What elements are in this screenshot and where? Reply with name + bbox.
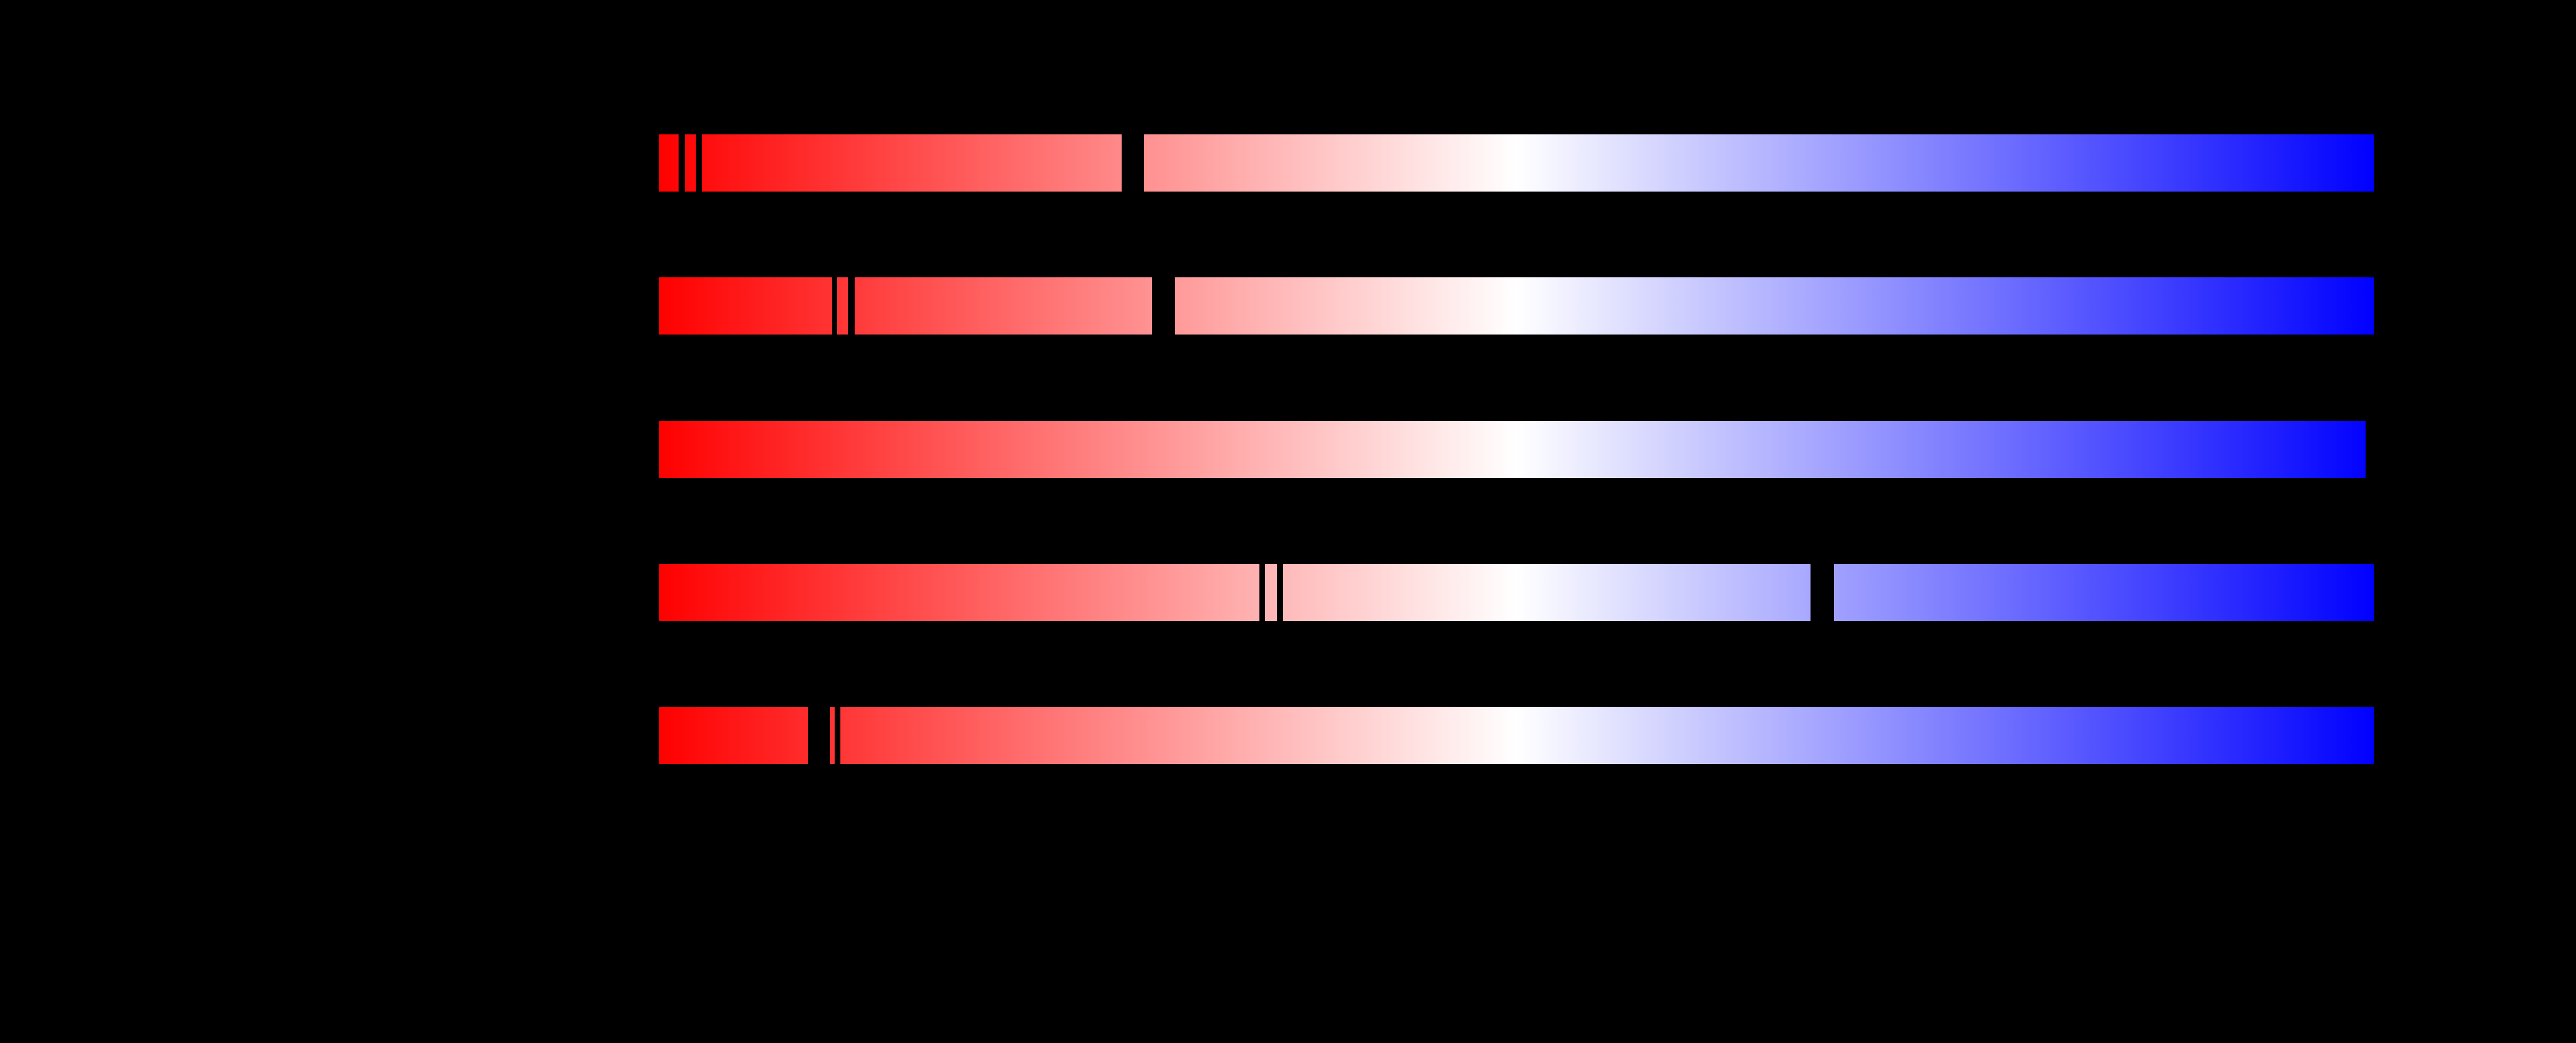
- marker-tick-thin-row5-2: [835, 707, 840, 764]
- gradient-bar-row-4: [659, 564, 2374, 621]
- marker-tick-thin-row1-2: [696, 134, 702, 192]
- marker-tick-thick-row4-3: [1811, 564, 1834, 621]
- marker-tick-thin-row2-2: [848, 277, 855, 335]
- gradient-bar-row-1: [659, 134, 2374, 192]
- marker-tick-thick-row2-3: [1152, 277, 1175, 335]
- marker-tick-thin-row4-1: [1259, 564, 1265, 621]
- marker-tick-thick-row5-1: [808, 707, 830, 764]
- gradient-bar-row-3: [659, 421, 2366, 478]
- marker-tick-thin-row1-1: [679, 134, 685, 192]
- gradient-bar-row-5: [659, 707, 2374, 764]
- marker-tick-thick-row1-3: [1122, 134, 1144, 192]
- marker-tick-thin-row2-1: [832, 277, 837, 335]
- marker-tick-thin-row4-2: [1277, 564, 1283, 621]
- gradient-bar-row-2: [659, 277, 2374, 335]
